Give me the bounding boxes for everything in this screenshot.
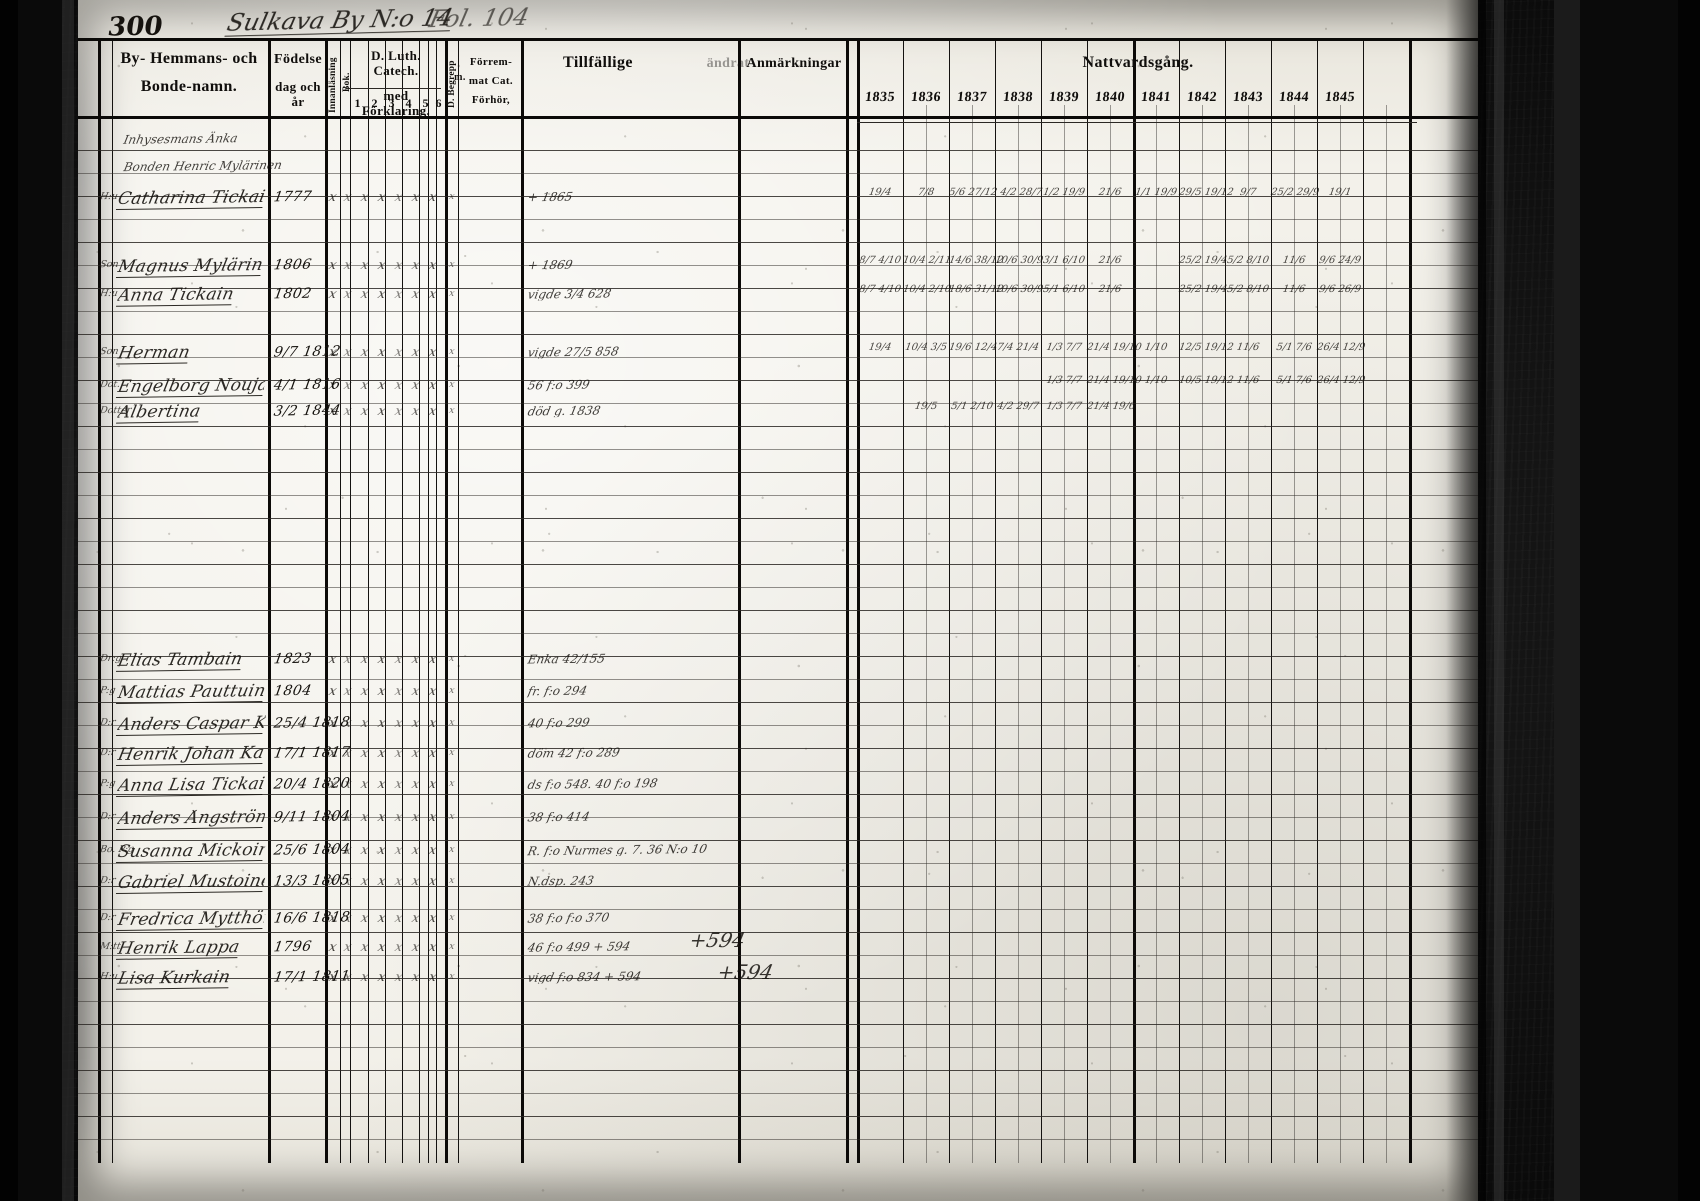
scan-page: 300 Sulkava By N:o 14 Fol. 104 <box>0 0 1700 1201</box>
film-streaks <box>0 0 1700 1201</box>
